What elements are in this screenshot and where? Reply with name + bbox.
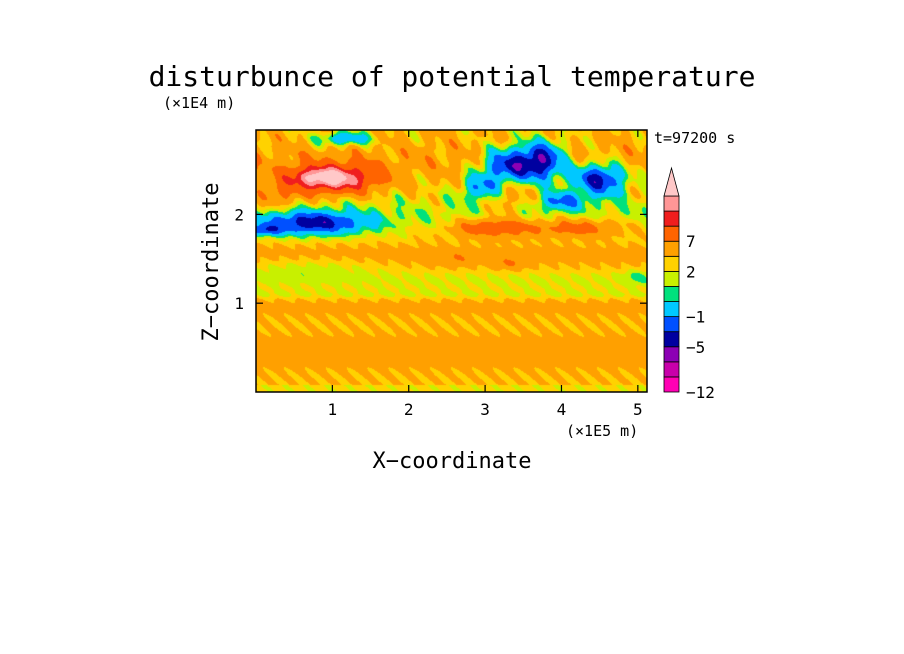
colorbar-segment-6	[663, 286, 680, 302]
colorbar-label-3: 2	[686, 262, 696, 281]
colorbar-label-4: 7	[686, 232, 696, 251]
colorbar-segment-11	[663, 210, 680, 227]
colorbar-segment-9	[663, 240, 680, 257]
colorbar-segment-10	[663, 225, 680, 242]
y-axis-label: Z−coordinate	[199, 183, 224, 342]
colorbar-segment-5	[663, 301, 680, 318]
colorbar-segment-8	[663, 255, 680, 272]
colorbar-label-2: −1	[686, 308, 705, 327]
colorbar-segment-2	[663, 346, 680, 363]
colorbar-segment-4	[663, 316, 680, 333]
x-tick-label-0: 1	[328, 400, 338, 419]
colorbar-segment-3	[663, 331, 680, 348]
colorbar-label-1: −5	[686, 338, 705, 357]
y-tick-label-0: 1	[234, 294, 244, 313]
chart-title: disturbunce of potential temperature	[149, 60, 756, 93]
x-axis-ticks: 1 2 3 4 5	[328, 130, 643, 419]
contour-field	[256, 130, 647, 392]
plot-frame	[255, 129, 648, 393]
x-tick-label-1: 2	[404, 400, 414, 419]
x-tick-label-3: 4	[557, 400, 567, 419]
colorbar-segment-7	[663, 270, 680, 287]
x-axis-label: X−coordinate	[373, 449, 532, 474]
colorbar: −12−5−127	[663, 166, 715, 402]
colorbar-segment-1	[663, 361, 680, 378]
x-tick-label-2: 3	[480, 400, 490, 419]
colorbar-extend-arrow	[663, 166, 680, 197]
colorbar-label-0: −12	[686, 383, 715, 402]
y-scale-label: (×1E4 m)	[163, 94, 235, 112]
colorbar-segment-0	[663, 376, 680, 393]
x-tick-label-4: 5	[633, 400, 643, 419]
y-axis-ticks: 12	[234, 205, 647, 313]
y-tick-label-1: 2	[234, 205, 244, 224]
x-scale-label: (×1E5 m)	[566, 422, 638, 440]
colorbar-segment-12	[663, 195, 680, 212]
time-label: t=97200 s	[654, 129, 735, 147]
